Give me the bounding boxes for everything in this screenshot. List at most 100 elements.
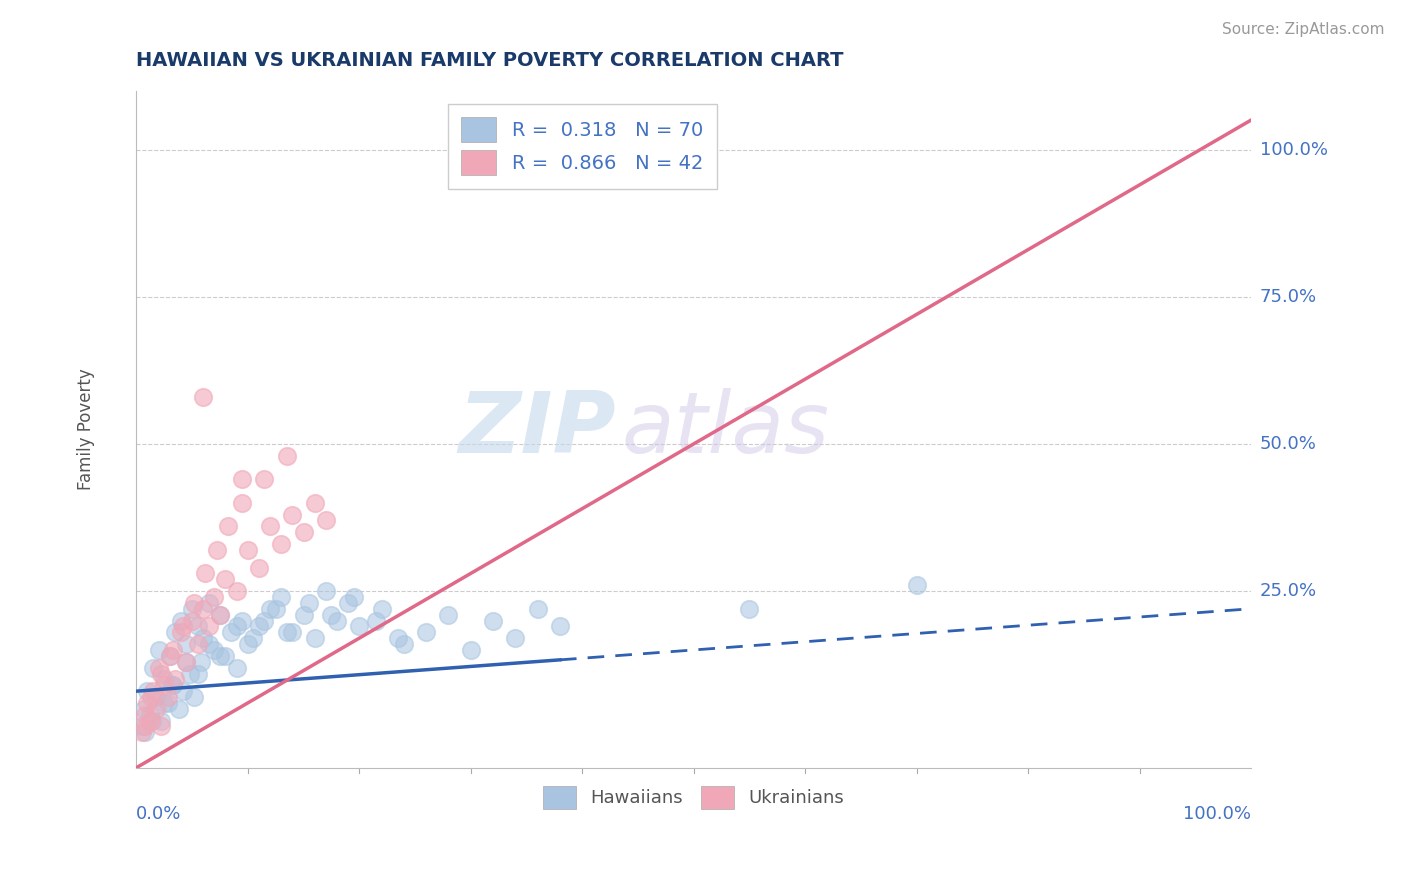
Point xyxy=(247,619,270,633)
Point xyxy=(149,666,172,681)
Point xyxy=(259,601,281,615)
Point xyxy=(159,648,181,663)
Point xyxy=(162,678,184,692)
Point xyxy=(505,631,527,645)
Point xyxy=(181,601,204,615)
Point xyxy=(156,696,179,710)
Point xyxy=(315,513,337,527)
Point xyxy=(153,678,176,692)
Point xyxy=(548,619,571,633)
Point xyxy=(197,637,219,651)
Point xyxy=(136,684,159,698)
Point xyxy=(187,666,209,681)
Text: 100.0%: 100.0% xyxy=(1260,141,1327,159)
Point xyxy=(176,655,198,669)
Point xyxy=(415,625,437,640)
Point xyxy=(187,637,209,651)
Point xyxy=(364,614,387,628)
Point xyxy=(208,648,231,663)
Point xyxy=(321,607,343,622)
Point xyxy=(197,619,219,633)
Point xyxy=(170,625,193,640)
Text: 75.0%: 75.0% xyxy=(1260,288,1317,306)
Point xyxy=(179,666,201,681)
Point xyxy=(460,643,482,657)
Point xyxy=(281,508,304,522)
Point xyxy=(193,631,215,645)
Point xyxy=(270,537,292,551)
Point xyxy=(208,607,231,622)
Point xyxy=(194,566,217,581)
Point xyxy=(242,631,264,645)
Text: HAWAIIAN VS UKRAINIAN FAMILY POVERTY CORRELATION CHART: HAWAIIAN VS UKRAINIAN FAMILY POVERTY COR… xyxy=(136,51,844,70)
Point xyxy=(134,719,156,733)
Point xyxy=(315,584,337,599)
Point xyxy=(162,643,184,657)
Point xyxy=(482,614,505,628)
Point xyxy=(253,614,276,628)
Point xyxy=(738,601,761,615)
Point xyxy=(208,607,231,622)
Point xyxy=(231,472,253,486)
Point xyxy=(253,472,276,486)
Text: 50.0%: 50.0% xyxy=(1260,435,1317,453)
Point xyxy=(183,596,205,610)
Point xyxy=(136,696,159,710)
Text: 0.0%: 0.0% xyxy=(136,805,181,823)
Point xyxy=(187,619,209,633)
Point xyxy=(326,614,349,628)
Point xyxy=(202,643,225,657)
Point xyxy=(176,655,198,669)
Point xyxy=(132,702,155,716)
Point xyxy=(349,619,371,633)
Point xyxy=(193,390,215,404)
Point xyxy=(214,648,236,663)
Point xyxy=(905,578,928,592)
Point xyxy=(159,648,181,663)
Point xyxy=(142,660,165,674)
Point xyxy=(170,614,193,628)
Point xyxy=(193,601,215,615)
Point xyxy=(276,449,298,463)
Point xyxy=(142,684,165,698)
Point xyxy=(214,572,236,586)
Point xyxy=(236,637,259,651)
Point xyxy=(172,684,194,698)
Point xyxy=(276,625,298,640)
Point xyxy=(247,560,270,574)
Point xyxy=(134,707,156,722)
Point xyxy=(139,690,162,704)
Point xyxy=(197,596,219,610)
Point xyxy=(225,619,247,633)
Text: 25.0%: 25.0% xyxy=(1260,582,1317,600)
Point xyxy=(437,607,460,622)
Point xyxy=(138,707,160,722)
Point xyxy=(141,714,163,728)
Point xyxy=(190,655,212,669)
Point xyxy=(392,637,415,651)
Point xyxy=(343,590,366,604)
Point xyxy=(202,590,225,604)
Point xyxy=(370,601,392,615)
Text: Source: ZipAtlas.com: Source: ZipAtlas.com xyxy=(1222,22,1385,37)
Point xyxy=(236,542,259,557)
Point xyxy=(231,614,253,628)
Point xyxy=(153,673,176,687)
Point xyxy=(149,714,172,728)
Point xyxy=(148,643,170,657)
Point xyxy=(131,719,153,733)
Point xyxy=(225,584,247,599)
Point xyxy=(183,690,205,704)
Point xyxy=(270,590,292,604)
Point xyxy=(217,519,239,533)
Point xyxy=(304,496,326,510)
Point xyxy=(176,637,198,651)
Text: ZIP: ZIP xyxy=(458,388,616,471)
Point xyxy=(165,673,187,687)
Point xyxy=(526,601,548,615)
Legend: Hawaiians, Ukrainians: Hawaiians, Ukrainians xyxy=(536,779,851,816)
Point xyxy=(145,690,167,704)
Point xyxy=(259,519,281,533)
Point xyxy=(292,607,315,622)
Point xyxy=(281,625,304,640)
